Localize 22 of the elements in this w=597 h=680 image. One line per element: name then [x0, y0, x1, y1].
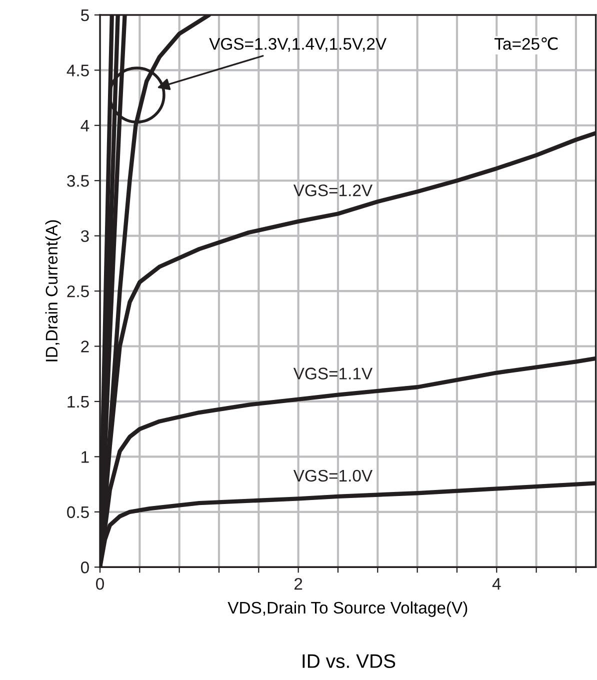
series-label: VGS=1.1V — [293, 368, 373, 380]
series-label: VGS=1.2V — [293, 184, 373, 196]
y-tick-label: 3.5 — [67, 175, 89, 187]
y-tick-label: 0 — [80, 562, 89, 574]
x-tick-label: 2 — [294, 578, 302, 590]
y-tick-label: 4 — [80, 120, 90, 132]
annotation: Ta=25℃ — [494, 37, 558, 50]
y-tick-label: 3 — [80, 230, 89, 242]
y-tick-label: 5 — [80, 10, 89, 22]
y-tick-label: 4.5 — [66, 64, 89, 76]
y-axis-title: ID,Drain Current(A) — [45, 220, 61, 362]
y-tick-label: 1 — [82, 451, 89, 463]
series-label: VGS=1.0V — [293, 470, 373, 482]
x-tick-label: 4 — [492, 578, 501, 590]
x-tick-label: 0 — [96, 578, 104, 590]
y-tick-label: 1.5 — [68, 396, 89, 408]
x-axis-title: VDS,Drain To Source Voltage(V) — [228, 601, 468, 617]
y-tick-label: 0.5 — [67, 506, 89, 518]
text: ID vs. VDS — [302, 654, 396, 668]
y-tick-label: 2 — [81, 340, 89, 352]
annotation: VGS=1.3V,1.4V,1.5V,2V — [209, 38, 387, 52]
y-tick-label: 2.5 — [67, 285, 89, 298]
